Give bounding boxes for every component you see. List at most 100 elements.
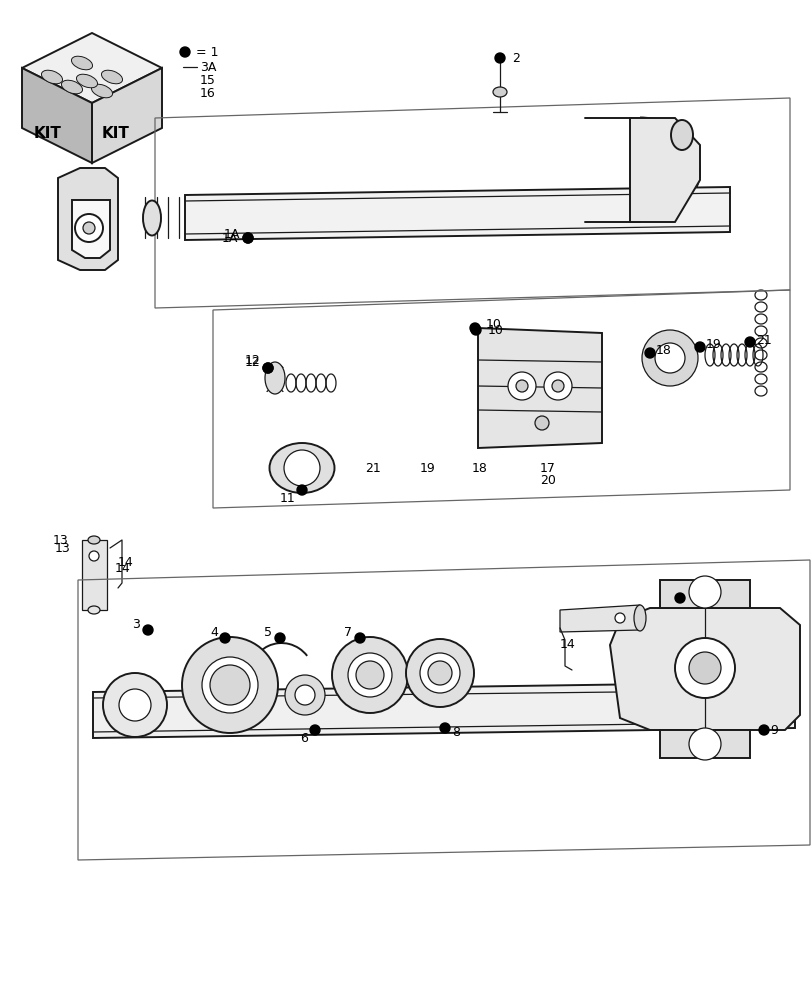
Circle shape	[354, 633, 365, 643]
Text: 1A: 1A	[221, 232, 238, 244]
Circle shape	[508, 372, 535, 400]
Polygon shape	[609, 608, 799, 730]
Circle shape	[210, 665, 250, 705]
Circle shape	[348, 653, 392, 697]
Ellipse shape	[88, 536, 100, 544]
Ellipse shape	[633, 605, 646, 631]
Circle shape	[744, 337, 754, 347]
Circle shape	[89, 551, 99, 561]
Circle shape	[294, 685, 315, 705]
Circle shape	[406, 639, 474, 707]
Circle shape	[689, 652, 720, 684]
Polygon shape	[185, 187, 729, 240]
Text: 13: 13	[689, 585, 705, 598]
Text: 9: 9	[769, 723, 777, 736]
Text: 3A: 3A	[200, 61, 216, 74]
Circle shape	[263, 363, 272, 373]
Circle shape	[119, 689, 151, 721]
Ellipse shape	[88, 606, 100, 614]
Text: = 1: = 1	[195, 46, 218, 59]
Polygon shape	[478, 328, 601, 448]
Ellipse shape	[41, 70, 62, 84]
Text: 17: 17	[539, 462, 556, 475]
Text: 5: 5	[264, 626, 272, 640]
Text: 18: 18	[471, 462, 487, 475]
Circle shape	[551, 380, 564, 392]
Circle shape	[310, 725, 320, 735]
Circle shape	[674, 593, 684, 603]
Text: 12: 12	[244, 354, 260, 366]
Polygon shape	[659, 730, 749, 758]
Text: 16: 16	[200, 87, 216, 100]
Text: 19: 19	[705, 338, 721, 351]
Circle shape	[83, 222, 95, 234]
Circle shape	[180, 47, 190, 57]
Text: 19: 19	[419, 462, 436, 475]
Circle shape	[495, 53, 504, 63]
Circle shape	[263, 363, 272, 373]
Text: 13: 13	[52, 534, 68, 546]
Circle shape	[694, 342, 704, 352]
Text: 10: 10	[487, 324, 504, 336]
Circle shape	[470, 325, 480, 335]
Text: 12: 12	[244, 356, 260, 368]
Polygon shape	[82, 540, 107, 610]
Text: 10: 10	[486, 318, 501, 332]
Text: 13: 13	[54, 542, 70, 554]
Circle shape	[515, 380, 527, 392]
Ellipse shape	[264, 362, 285, 394]
Circle shape	[470, 323, 479, 333]
Circle shape	[674, 638, 734, 698]
Circle shape	[543, 372, 571, 400]
Circle shape	[654, 343, 684, 373]
Ellipse shape	[492, 87, 506, 97]
Polygon shape	[93, 682, 794, 738]
Circle shape	[242, 233, 253, 243]
Text: 6: 6	[300, 731, 307, 744]
Ellipse shape	[143, 201, 161, 236]
Polygon shape	[659, 580, 749, 608]
Circle shape	[440, 723, 449, 733]
Circle shape	[143, 625, 152, 635]
Circle shape	[275, 633, 285, 643]
Polygon shape	[92, 68, 162, 163]
Circle shape	[182, 637, 277, 733]
Circle shape	[284, 450, 320, 486]
Text: KIT: KIT	[34, 126, 62, 141]
Circle shape	[355, 661, 384, 689]
Text: 8: 8	[452, 726, 460, 739]
Circle shape	[332, 637, 407, 713]
Circle shape	[202, 657, 258, 713]
Polygon shape	[629, 118, 699, 222]
Circle shape	[758, 725, 768, 735]
Ellipse shape	[269, 443, 334, 493]
Text: 21: 21	[755, 334, 770, 347]
Circle shape	[103, 673, 167, 737]
Text: 3: 3	[132, 618, 139, 632]
Text: 14: 14	[115, 562, 131, 574]
Polygon shape	[58, 168, 118, 270]
Polygon shape	[22, 68, 92, 163]
Circle shape	[220, 633, 230, 643]
Polygon shape	[72, 200, 109, 258]
Text: 15: 15	[200, 74, 216, 87]
Ellipse shape	[670, 120, 692, 150]
Circle shape	[689, 728, 720, 760]
Text: 21: 21	[365, 462, 380, 475]
Text: 18: 18	[655, 344, 671, 357]
Circle shape	[242, 233, 253, 243]
Circle shape	[75, 214, 103, 242]
Text: 14: 14	[560, 638, 575, 652]
Text: 1A: 1A	[223, 229, 240, 241]
Ellipse shape	[71, 56, 92, 70]
Circle shape	[644, 348, 654, 358]
Circle shape	[534, 416, 548, 430]
Circle shape	[614, 613, 624, 623]
Circle shape	[427, 661, 452, 685]
Text: 20: 20	[539, 474, 556, 487]
Ellipse shape	[101, 70, 122, 84]
Text: 11: 11	[279, 491, 294, 504]
Text: KIT: KIT	[102, 126, 130, 141]
Circle shape	[689, 576, 720, 608]
Ellipse shape	[76, 74, 97, 88]
